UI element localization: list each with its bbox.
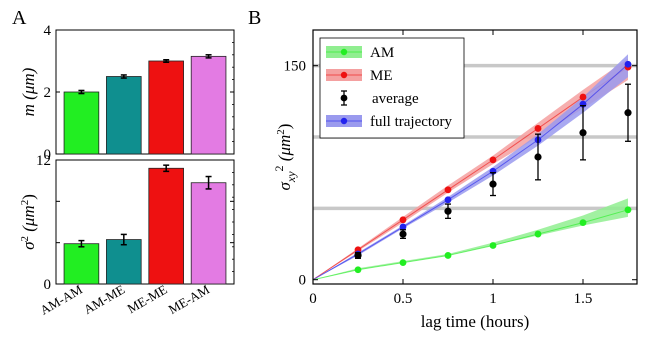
line-full-trajectory: [312, 63, 629, 281]
point-AM: [399, 259, 407, 266]
bar-me-am: [190, 55, 227, 155]
x-tick-label: ME-ME: [125, 282, 170, 317]
point-average: [399, 230, 407, 238]
x-tick-label: ME-AM: [166, 281, 213, 317]
bar-me-am: [190, 182, 227, 285]
bar-me-me: [148, 167, 184, 285]
y-tick-label: 12: [36, 153, 51, 169]
y-tick-label: 0: [44, 277, 52, 293]
y-tick-label: 0: [299, 273, 307, 289]
legend-label: full trajectory: [370, 114, 453, 130]
point-AM: [624, 206, 632, 214]
x-tick-label: AM-ME: [81, 282, 127, 317]
y-axis-label: m (μm): [19, 67, 38, 116]
point-ME: [534, 125, 542, 132]
point-full-trajectory: [624, 60, 632, 68]
point-AM: [354, 266, 362, 274]
chart-a-top: 0 2 4 m (μm): [19, 23, 235, 163]
bar-am-am: [63, 243, 100, 285]
point-average: [579, 129, 587, 137]
point-AM: [534, 230, 542, 238]
point-average: [624, 109, 632, 117]
point-ME: [399, 216, 407, 224]
point-average: [489, 180, 497, 188]
legend-label: AM: [370, 45, 394, 61]
plot-frame: [312, 29, 638, 285]
point-AM: [579, 219, 587, 227]
y-tick-label: 4: [44, 23, 52, 39]
x-tick-label: 0.5: [394, 291, 413, 307]
x-axis-label: lag time (hours): [421, 312, 530, 331]
point-AM: [444, 252, 452, 259]
point-ME: [444, 186, 452, 194]
line-ME: [312, 66, 629, 281]
panel-label-b: B: [248, 7, 261, 29]
line-AM: [312, 209, 629, 281]
bar-me-me: [148, 60, 184, 155]
x-tick-label: 0: [309, 291, 317, 307]
point-average: [354, 251, 362, 260]
bar-am-am: [63, 91, 100, 155]
band-ME: [313, 58, 628, 280]
y-axis-label: σxy2 (μm2): [272, 124, 298, 191]
point-average: [444, 207, 452, 215]
x-tick-label: 1.5: [574, 291, 593, 307]
legend-label: ME: [370, 68, 393, 84]
y-tick-label: 2: [44, 85, 52, 101]
point-ME: [489, 156, 497, 164]
point-ME: [579, 93, 587, 101]
legend-label: average: [372, 91, 419, 107]
panel-label-a: A: [12, 7, 27, 29]
y-axis-label: σ2 (μm2): [19, 194, 38, 250]
legend-swatch-marker: [340, 117, 348, 125]
x-tick-label: 1: [489, 291, 497, 307]
legend-swatch-marker: [340, 48, 348, 56]
point-full-trajectory: [399, 223, 407, 231]
bar-am-me: [106, 239, 142, 285]
chart-b: 0 0.5 1 1.5 0 150 lag time (hours) σxy2 (μm2) AM…: [272, 29, 638, 331]
y-tick-label: 0: [44, 147, 52, 163]
point-full-trajectory: [444, 196, 452, 204]
y-tick-label: 150: [284, 59, 307, 75]
bar-am-me: [106, 76, 142, 155]
point-average: [534, 153, 542, 161]
point-AM: [489, 242, 497, 249]
legend-swatch-marker: [340, 71, 348, 79]
legend-swatch-marker: [340, 94, 348, 102]
